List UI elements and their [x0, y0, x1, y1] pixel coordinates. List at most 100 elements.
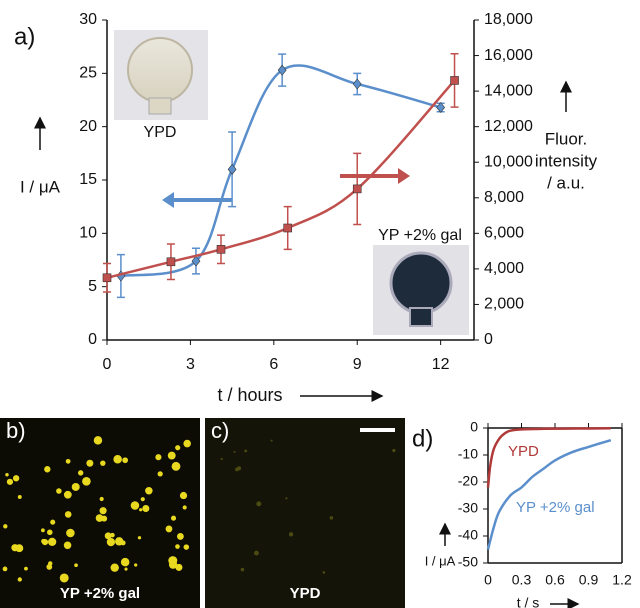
y2-tick-label: 0 [484, 331, 493, 348]
cell [101, 515, 108, 522]
image-caption: YPD [290, 585, 321, 602]
cell [137, 536, 142, 540]
cell [182, 505, 187, 510]
y2-tick-label: 8,000 [484, 189, 524, 206]
series-line [120, 64, 441, 278]
x-tick-label: 0 [103, 356, 112, 373]
cell [41, 528, 45, 533]
y-tick-label: 15 [79, 171, 97, 188]
panel-label: c) [211, 418, 229, 443]
y2-axis-label: intensity [535, 151, 598, 170]
x-axis-label: t / s [517, 595, 540, 608]
cell [329, 516, 334, 520]
marker [277, 64, 287, 76]
cell [130, 501, 140, 510]
cell [5, 473, 9, 477]
cell [124, 567, 128, 571]
cell [46, 529, 53, 536]
panel-label: a) [14, 23, 35, 50]
y2-axis-label: / a.u. [547, 173, 585, 192]
y-tick-label: 20 [79, 118, 97, 135]
cell [15, 544, 24, 553]
cell [44, 466, 51, 473]
cell [3, 524, 8, 529]
x-tick-label: 3 [186, 356, 195, 373]
cell [392, 448, 396, 453]
cell [17, 577, 22, 582]
y-tick-label: 30 [79, 11, 97, 28]
y-tick-label: 10 [79, 225, 97, 242]
cell [99, 496, 104, 502]
cell [183, 439, 191, 448]
y2-tick-label: 2,000 [484, 296, 524, 313]
series-label: YP +2% gal [516, 499, 595, 516]
cell [179, 491, 188, 500]
cell [155, 454, 162, 461]
y-tick-label: 0 [470, 419, 478, 435]
x-tick-label: 0.9 [579, 572, 599, 588]
cell [139, 508, 143, 512]
cell [145, 486, 153, 495]
cell [48, 537, 57, 547]
cells [2, 436, 396, 583]
y2-tick-label: 16,000 [484, 47, 533, 64]
y-tick-label: -40 [458, 527, 478, 543]
series-line [486, 427, 611, 488]
cell [220, 457, 223, 461]
cell [288, 532, 294, 537]
cell [41, 538, 46, 544]
cell [106, 537, 116, 547]
x-tick-label: 6 [269, 356, 278, 373]
cell [63, 490, 72, 499]
cell [104, 532, 112, 540]
series-label: YPD [508, 443, 539, 460]
cell [322, 571, 326, 574]
y2-tick-label: 10,000 [484, 153, 533, 170]
y-tick-label: -30 [458, 500, 478, 516]
y-tick-label: -50 [458, 554, 478, 570]
y2-tick-label: 6,000 [484, 225, 524, 242]
marker [450, 76, 459, 85]
annotation: YPD [144, 124, 177, 141]
cell [74, 563, 78, 568]
cell [157, 471, 163, 477]
x-tick-label: 9 [353, 356, 362, 373]
cell [233, 450, 236, 453]
cell [82, 476, 91, 486]
cell [140, 497, 145, 502]
x-tick-label: 0.3 [512, 572, 532, 588]
cell [99, 507, 107, 515]
x-tick-label: 0.6 [545, 572, 565, 588]
cell [6, 478, 14, 485]
marker [102, 273, 112, 283]
annotation: YP +2% gal [378, 227, 462, 244]
y2-axis-label: Fluor. [545, 129, 588, 148]
marker [166, 257, 176, 267]
cell [270, 439, 273, 442]
cell [100, 460, 106, 466]
micrograph-c [205, 418, 405, 608]
ypd-photo [114, 30, 208, 120]
cell [176, 532, 184, 540]
cell [240, 567, 245, 572]
marker [191, 255, 201, 267]
cell [77, 470, 84, 476]
cell [93, 436, 103, 445]
y-tick-label: 0 [88, 331, 97, 348]
cell [24, 566, 28, 571]
x-tick-label: 0 [484, 572, 492, 588]
y2-tick-label: 14,000 [484, 82, 533, 99]
cell [256, 501, 262, 507]
x-tick-label: 12 [432, 356, 450, 373]
cell [168, 556, 178, 566]
y2-tick-label: 4,000 [484, 260, 524, 277]
cell [167, 451, 176, 460]
cell [115, 537, 124, 546]
blue-arrow-head [162, 192, 174, 208]
cell [171, 461, 181, 471]
cell [142, 504, 150, 513]
cell [71, 482, 80, 491]
cell [120, 557, 130, 567]
x-tick-label: 1.2 [612, 572, 632, 588]
